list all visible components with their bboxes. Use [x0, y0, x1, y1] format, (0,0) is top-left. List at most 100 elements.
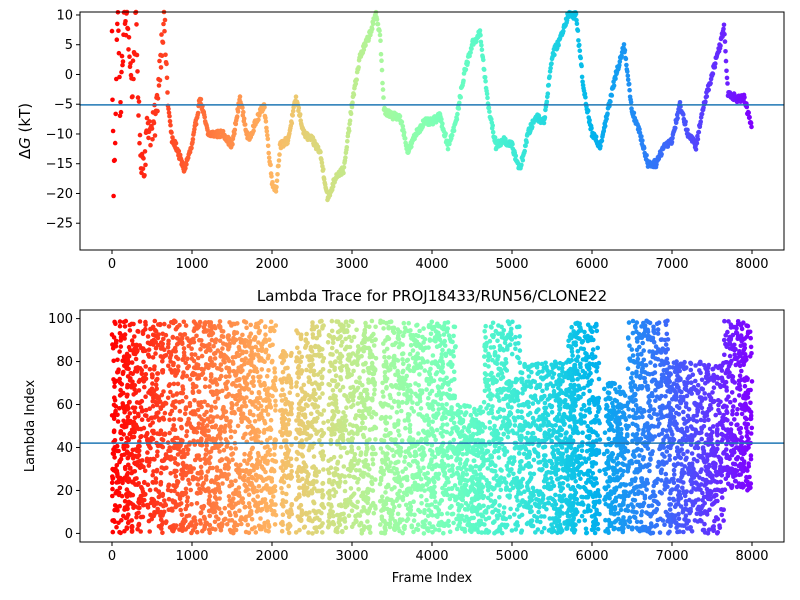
lambda-point [262, 445, 268, 450]
lambda-point [134, 448, 140, 454]
lambda-point [443, 521, 449, 527]
free-energy-point [541, 120, 547, 126]
lambda-point [419, 436, 424, 442]
lambda-point [355, 431, 360, 437]
lambda-point [196, 421, 202, 427]
lambda-point [120, 401, 125, 406]
free-energy-point [489, 116, 494, 122]
lambda-point [233, 462, 239, 467]
free-energy-point [265, 143, 271, 149]
lambda-point [146, 352, 151, 358]
free-energy-point [351, 92, 357, 97]
free-energy-point [622, 48, 628, 53]
lambda-point [309, 348, 315, 354]
free-energy-point [123, 19, 128, 24]
free-energy-point [625, 73, 631, 79]
lambda-point [333, 466, 338, 471]
lambda-point [391, 453, 397, 459]
lambda-point [429, 452, 435, 457]
lambda-point [393, 460, 398, 466]
lambda-point [198, 510, 204, 515]
lambda-point [239, 419, 244, 425]
free-energy-point [318, 149, 323, 155]
lambda-point [212, 445, 217, 451]
lambda-point [181, 451, 186, 456]
lambda-point [160, 369, 165, 375]
lambda-point [234, 378, 239, 383]
lambda-point [283, 376, 289, 382]
lambda-point [414, 401, 420, 407]
free-energy-point [706, 87, 711, 93]
lambda-point [113, 408, 118, 414]
lambda-point [283, 465, 289, 471]
lambda-point [350, 402, 356, 408]
lambda-point [189, 425, 194, 431]
free-energy-point [377, 28, 382, 34]
lambda-point [128, 370, 134, 376]
lambda-point [219, 333, 225, 339]
free-energy-point [575, 28, 581, 33]
lambda-point [156, 489, 161, 495]
free-energy-point [152, 133, 158, 138]
free-energy-point [109, 28, 115, 34]
lambda-point [367, 427, 373, 433]
free-energy-point [134, 52, 140, 58]
lambda-point [321, 323, 326, 328]
lambda-point [132, 334, 137, 339]
free-energy-point [479, 47, 485, 52]
lambda-point [387, 415, 393, 420]
free-energy-point [349, 104, 355, 110]
lambda-point [355, 513, 361, 518]
lambda-point [190, 390, 196, 396]
lambda-point [216, 475, 221, 481]
lambda-point [125, 502, 130, 508]
lambda-point [294, 355, 300, 360]
lambda-point [378, 320, 383, 326]
free-energy-point [356, 65, 361, 70]
lambda-point [217, 338, 223, 344]
lambda-point [238, 462, 243, 468]
lambda-point [117, 503, 122, 509]
lambda-point [421, 326, 426, 331]
free-energy-point [348, 111, 354, 117]
lambda-point [348, 394, 354, 399]
lambda-point [333, 394, 338, 399]
lambda-point [320, 521, 325, 526]
lambda-point [233, 527, 239, 533]
lambda-point [272, 369, 278, 375]
lambda-point [379, 494, 385, 500]
lambda-point [124, 449, 130, 455]
lambda-point [178, 507, 183, 513]
lambda-point [405, 366, 411, 371]
lambda-point [294, 418, 299, 423]
free-energy-point [708, 81, 713, 86]
lambda-point [235, 423, 241, 429]
lambda-point [319, 412, 324, 417]
lambda-point [235, 368, 241, 374]
lambda-point [404, 475, 409, 481]
lambda-point [397, 488, 403, 494]
lambda-point [180, 398, 185, 404]
lambda-point [210, 379, 215, 385]
free-energy-point [375, 21, 381, 27]
lambda-point [315, 409, 320, 415]
lambda-point [132, 429, 137, 434]
free-energy-point [290, 113, 296, 118]
x-tick-label: 6000 [575, 257, 608, 272]
lambda-point [125, 357, 130, 362]
lambda-point [309, 368, 314, 374]
free-energy-point [198, 97, 204, 102]
lambda-point [246, 452, 252, 458]
lambda-point [383, 453, 389, 459]
free-energy-point [608, 99, 613, 104]
lambda-point [289, 502, 295, 507]
lambda-point [355, 344, 361, 349]
lambda-point [156, 322, 161, 327]
lambda-point [229, 401, 234, 406]
lambda-point [397, 329, 403, 335]
free-energy-point [599, 138, 605, 143]
lambda-point [163, 502, 169, 508]
lambda-point [286, 530, 292, 536]
lambda-point [400, 357, 405, 362]
